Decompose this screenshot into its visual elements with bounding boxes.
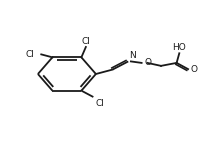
Text: HO: HO xyxy=(172,43,186,52)
Text: Cl: Cl xyxy=(82,37,91,46)
Text: Cl: Cl xyxy=(26,50,35,59)
Text: N: N xyxy=(129,51,136,60)
Text: Cl: Cl xyxy=(96,99,105,108)
Text: O: O xyxy=(145,58,152,67)
Text: O: O xyxy=(191,65,198,74)
